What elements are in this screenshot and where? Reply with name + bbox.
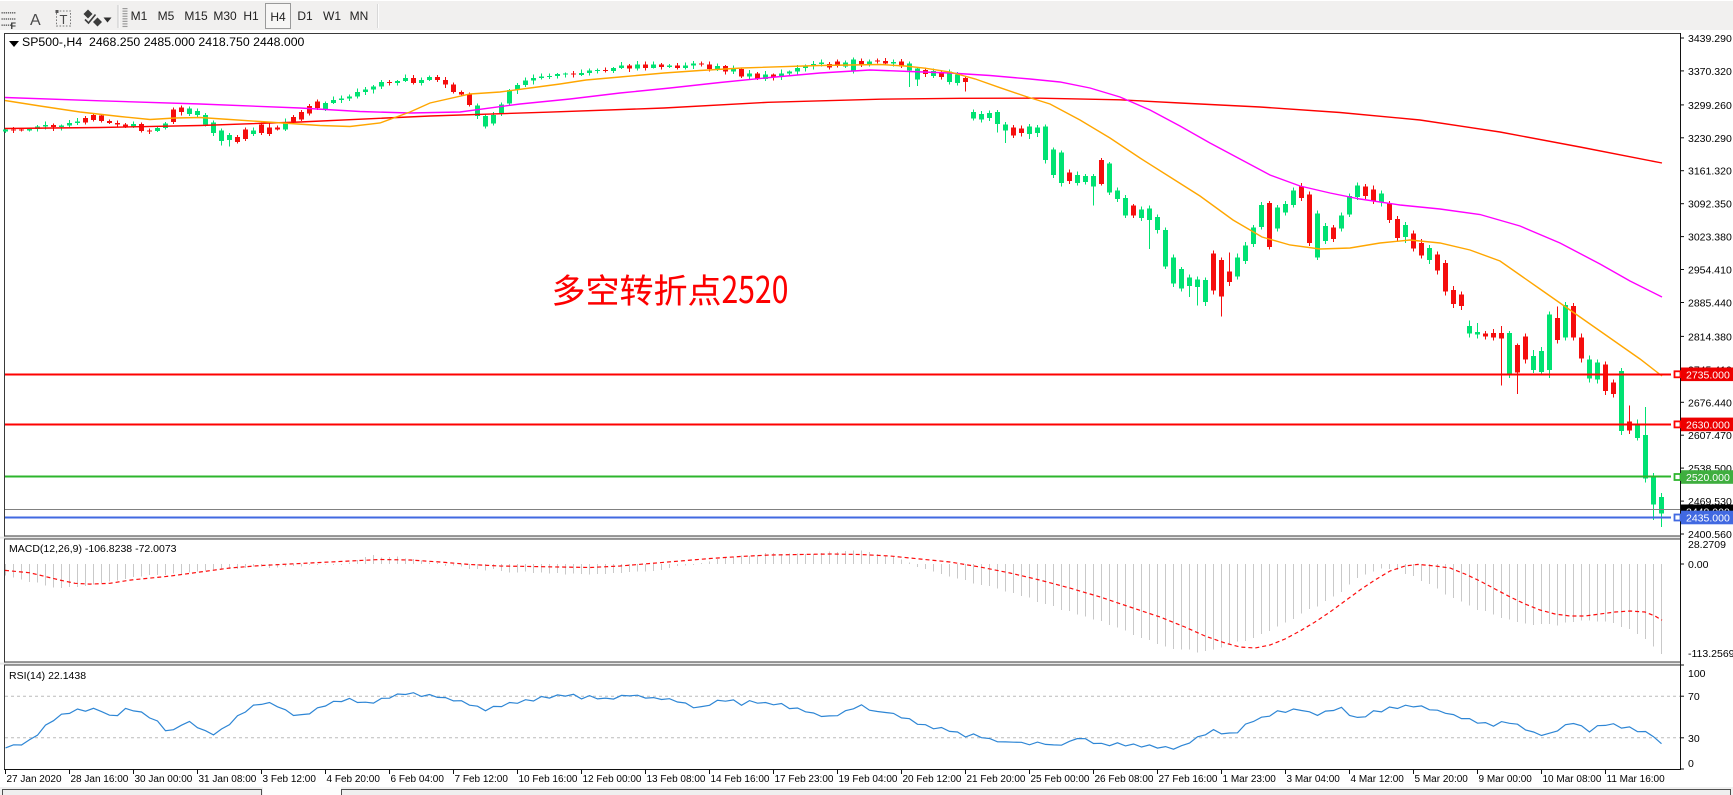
svg-text:2435.000: 2435.000 [1686,513,1730,525]
svg-text:0: 0 [1688,758,1694,770]
svg-text:3023.380: 3023.380 [1688,232,1732,244]
svg-text:21 Feb 20:00: 21 Feb 20:00 [967,774,1026,785]
svg-text:2520.000: 2520.000 [1686,472,1730,484]
svg-text:13 Feb 08:00: 13 Feb 08:00 [647,774,706,785]
svg-text:2676.440: 2676.440 [1688,397,1732,409]
svg-text:5 Mar 20:00: 5 Mar 20:00 [1415,774,1469,785]
svg-text:17 Feb 23:00: 17 Feb 23:00 [775,774,834,785]
svg-text:9 Mar 00:00: 9 Mar 00:00 [1479,774,1533,785]
svg-text:2885.440: 2885.440 [1688,298,1732,310]
svg-text:14 Feb 16:00: 14 Feb 16:00 [711,774,770,785]
svg-text:11 Mar 16:00: 11 Mar 16:00 [1607,774,1666,785]
svg-text:1 Mar 23:00: 1 Mar 23:00 [1223,774,1277,785]
svg-text:F: F [11,21,17,31]
svg-text:30: 30 [1688,733,1700,745]
svg-text:70: 70 [1688,691,1700,703]
svg-text:MACD(12,26,9) -106.8238 -72.00: MACD(12,26,9) -106.8238 -72.0073 [9,543,177,555]
svg-text:3092.350: 3092.350 [1688,199,1732,211]
svg-text:3230.290: 3230.290 [1688,133,1732,145]
svg-text:20 Feb 12:00: 20 Feb 12:00 [903,774,962,785]
svg-text:3 Mar 04:00: 3 Mar 04:00 [1287,774,1341,785]
svg-text:2400.560: 2400.560 [1688,529,1732,541]
svg-text:2954.410: 2954.410 [1688,265,1732,277]
svg-text:A: A [30,12,41,29]
svg-text:T: T [60,12,68,27]
svg-text:4 Feb 20:00: 4 Feb 20:00 [327,774,381,785]
svg-text:25 Feb 00:00: 25 Feb 00:00 [1031,774,1090,785]
svg-text:SP500-,H4 2468.250 2485.000 2: SP500-,H4 2468.250 2485.000 2418.750 244… [22,35,305,49]
svg-text:27 Feb 16:00: 27 Feb 16:00 [1159,774,1218,785]
svg-text:RSI(14) 22.1438: RSI(14) 22.1438 [9,670,86,682]
svg-text:28 Jan 16:00: 28 Jan 16:00 [71,774,129,785]
svg-text:7 Feb 12:00: 7 Feb 12:00 [455,774,509,785]
svg-text:12 Feb 00:00: 12 Feb 00:00 [583,774,642,785]
svg-text:4 Mar 12:00: 4 Mar 12:00 [1351,774,1405,785]
svg-text:26 Feb 08:00: 26 Feb 08:00 [1095,774,1154,785]
svg-text:3439.290: 3439.290 [1688,33,1732,45]
svg-text:3 Feb 12:00: 3 Feb 12:00 [263,774,317,785]
svg-text:100: 100 [1688,668,1706,680]
svg-text:6 Feb 04:00: 6 Feb 04:00 [391,774,445,785]
svg-text:-113.2569: -113.2569 [1688,648,1733,660]
svg-text:3161.320: 3161.320 [1688,166,1732,178]
svg-text:2735.000: 2735.000 [1686,369,1730,381]
svg-text:28.2709: 28.2709 [1688,539,1726,551]
svg-text:2607.470: 2607.470 [1688,430,1732,442]
svg-text:19 Feb 04:00: 19 Feb 04:00 [839,774,898,785]
svg-text:2814.380: 2814.380 [1688,331,1732,343]
svg-text:3370.320: 3370.320 [1688,66,1732,78]
svg-text:2630.000: 2630.000 [1686,419,1730,431]
svg-text:10 Feb 16:00: 10 Feb 16:00 [519,774,578,785]
svg-text:31 Jan 08:00: 31 Jan 08:00 [199,774,257,785]
svg-text:27 Jan 2020: 27 Jan 2020 [7,774,62,785]
svg-text:3299.260: 3299.260 [1688,100,1732,112]
svg-text:10 Mar 08:00: 10 Mar 08:00 [1543,774,1602,785]
svg-text:30 Jan 00:00: 30 Jan 00:00 [135,774,193,785]
svg-text:0.00: 0.00 [1688,559,1709,571]
